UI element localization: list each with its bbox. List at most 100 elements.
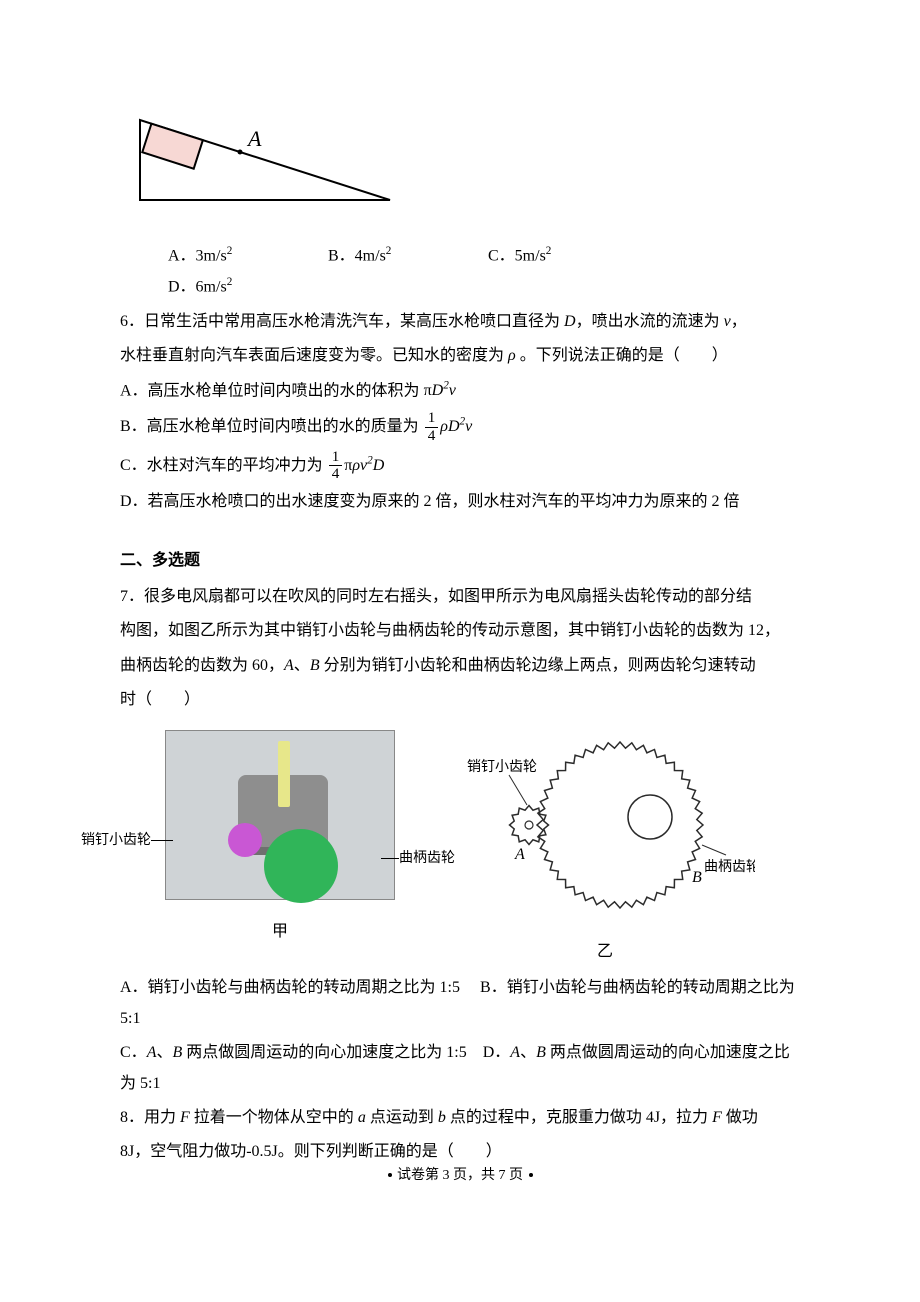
q8-b: b (438, 1109, 446, 1126)
q7-c-pre: C． (120, 1044, 147, 1061)
incline-svg: A (120, 70, 420, 220)
q6-b-num: 1 (425, 410, 439, 428)
q7-photo-wrap: 销钉小齿轮 曲柄齿轮 甲 (165, 730, 395, 948)
pager-e: 页 (506, 1168, 524, 1183)
q7-diagram-wrap: A B 销钉小齿轮曲柄齿轮 乙 (455, 730, 755, 968)
stick-icon (278, 741, 290, 807)
q6-c-frac: 1 4 (329, 449, 343, 483)
q8-l1e: 做功 (722, 1109, 758, 1126)
q5-option-c-text: C．5m/s (488, 248, 546, 265)
q8-l1a: 8．用力 (120, 1109, 180, 1126)
q6-a-expr: πD2v (424, 382, 456, 399)
page: A A．3m/s2 B．4m/s2 C．5m/s2 D．6m/s2 6．日常生活… (0, 0, 920, 1202)
q8-l1c: 点运动到 (366, 1109, 438, 1126)
q6-option-d[interactable]: D．若高压水枪喷口的出水速度变为原来的 2 倍，则水柱对汽车的平均冲力为原来的 … (120, 487, 800, 517)
pager-c: 页，共 (450, 1168, 499, 1183)
q5-options: A．3m/s2 B．4m/s2 C．5m/s2 D．6m/s2 (168, 241, 800, 302)
q6-s3: ， (731, 313, 747, 330)
q7-d-A: A (510, 1044, 520, 1061)
section-2-title: 二、多选题 (120, 546, 800, 576)
photo-label-small: 销钉小齿轮 (81, 828, 173, 855)
q7-c-B: B (172, 1044, 182, 1061)
q5-option-d[interactable]: D．6m/s2 (168, 272, 328, 303)
q6-stem-line2: 水柱垂直射向汽车表面后速度变为零。已知水的密度为 ρ 。下列说法正确的是（ ） (120, 341, 800, 371)
q6-D: D (564, 313, 576, 330)
q7-d-B: B (536, 1044, 546, 1061)
q7-c-m: 、 (156, 1044, 172, 1061)
q6-d-text: D．若高压水枪喷口的出水速度变为原来的 2 倍，则水柱对汽车的平均冲力为原来的 … (120, 493, 740, 510)
small-gear-icon (228, 823, 262, 857)
q6-s2: ，喷出水流的流速为 (576, 313, 724, 330)
q6-a-pre: A．高压水枪单位时间内喷出的水的体积为 (120, 382, 424, 399)
photo-label-big: 曲柄齿轮 (381, 846, 455, 873)
sq: 2 (227, 245, 233, 257)
q6-option-c[interactable]: C．水柱对汽车的平均冲力为 1 4 πρv2D (120, 449, 800, 483)
photo-label-big-text: 曲柄齿轮 (399, 851, 455, 866)
q6-s1: 6．日常生活中常用高压水枪清洗汽车，某高压水枪喷口直径为 (120, 313, 564, 330)
q5-option-a-text: A．3m/s (168, 248, 227, 265)
q5-option-b-text: B．4m/s (328, 248, 386, 265)
q6-stem-line1: 6．日常生活中常用高压水枪清洗汽车，某高压水枪喷口直径为 D，喷出水流的流速为 … (120, 307, 800, 337)
gear-diagram-svg: A B 销钉小齿轮曲柄齿轮 (455, 730, 755, 920)
q8-l1b: 拉着一个物体从空中的 (190, 1109, 358, 1126)
q7-option-a[interactable]: A．销钉小齿轮与曲柄齿轮的转动周期之比为 1:5 (120, 979, 460, 996)
q6-option-a[interactable]: A．高压水枪单位时间内喷出的水的体积为 πD2v (120, 376, 800, 407)
q7-l3b: 分别为销钉小齿轮和曲柄齿轮边缘上两点，则两齿轮匀速转动 (320, 657, 756, 674)
q6-b-pre: B．高压水枪单位时间内喷出的水的质量为 (120, 418, 419, 435)
big-gear-icon (264, 829, 338, 903)
svg-text:B: B (692, 868, 702, 885)
q7-c-tail: 两点做圆周运动的向心加速度之比为 1:5 (182, 1044, 466, 1061)
q7-line3: 曲柄齿轮的齿数为 60，A、B 分别为销钉小齿轮和曲柄齿轮边缘上两点，则两齿轮匀… (120, 651, 800, 681)
sq: 2 (386, 245, 392, 257)
dot-icon (529, 1173, 533, 1177)
q7-photo-caption: 甲 (165, 917, 395, 947)
q6-l2a: 水柱垂直射向汽车表面后速度变为零。已知水的密度为 (120, 347, 508, 364)
q8-line1: 8．用力 F 拉着一个物体从空中的 a 点运动到 b 点的过程中，克服重力做功 … (120, 1103, 800, 1133)
photo-label-small-text: 销钉小齿轮 (81, 833, 151, 848)
svg-text:曲柄齿轮: 曲柄齿轮 (704, 859, 755, 875)
q6-c-pre: C．水柱对汽车的平均冲力为 (120, 457, 323, 474)
q6-c-den: 4 (329, 466, 343, 483)
q7-diagram-caption: 乙 (455, 937, 755, 967)
q7-option-c[interactable]: C．A、B 两点做圆周运动的向心加速度之比为 1:5 (120, 1044, 471, 1061)
svg-text:A: A (246, 126, 262, 151)
q6-l2b: 。下列说法正确的是（ ） (516, 347, 728, 364)
q8-a: a (358, 1109, 366, 1126)
q7-d-m: 、 (520, 1044, 536, 1061)
q5-option-c[interactable]: C．5m/s2 (488, 241, 648, 272)
pager-d: 7 (499, 1168, 506, 1183)
q8-F1: F (180, 1109, 190, 1126)
q7-l3-m: 、 (294, 657, 310, 674)
svg-text:A: A (514, 846, 525, 863)
dot-icon (388, 1173, 392, 1177)
q6-b-den: 4 (425, 428, 439, 445)
q7-line2: 构图，如图乙所示为其中销钉小齿轮与曲柄齿轮的传动示意图，其中销钉小齿轮的齿数为 … (120, 616, 800, 646)
q7-d-pre: D． (483, 1044, 511, 1061)
q8-F2: F (712, 1109, 722, 1126)
q6-c-tail: πρv2D (344, 457, 384, 474)
q6-rho: ρ (508, 347, 516, 364)
q5-option-b[interactable]: B．4m/s2 (328, 241, 488, 272)
q7-line4: 时（ ） (120, 685, 800, 715)
q7-line1: 7．很多电风扇都可以在吹风的同时左右摇头，如图甲所示为电风扇摇头齿轮传动的部分结 (120, 582, 800, 612)
q6-b-tail: ρD2v (440, 418, 472, 435)
q7-options-row2: C．A、B 两点做圆周运动的向心加速度之比为 1:5 D．A、B 两点做圆周运动… (120, 1038, 800, 1099)
sq: 2 (546, 245, 552, 257)
page-footer: 试卷第 3 页，共 7 页 (0, 1163, 920, 1190)
q7-a-text: A．销钉小齿轮与曲柄齿轮的转动周期之比为 1:5 (120, 979, 460, 996)
q7-figures: 销钉小齿轮 曲柄齿轮 甲 A B 销钉小齿轮曲柄齿轮 乙 (120, 730, 800, 968)
pager-a: 试卷第 (397, 1168, 443, 1183)
q6-option-b[interactable]: B．高压水枪单位时间内喷出的水的质量为 1 4 ρD2v (120, 410, 800, 444)
q6-c-num: 1 (329, 449, 343, 467)
q6-b-frac: 1 4 (425, 410, 439, 444)
q6-v: v (724, 313, 731, 330)
q7-c-A: A (147, 1044, 157, 1061)
sq: 2 (227, 276, 233, 288)
q5-option-d-text: D．6m/s (168, 278, 227, 295)
q7-l3-B: B (310, 657, 320, 674)
q5-option-a[interactable]: A．3m/s2 (168, 241, 328, 272)
incline-figure: A (120, 70, 800, 231)
q7-photo (165, 730, 395, 900)
q7-l3a: 曲柄齿轮的齿数为 60， (120, 657, 284, 674)
svg-text:销钉小齿轮: 销钉小齿轮 (467, 759, 537, 775)
